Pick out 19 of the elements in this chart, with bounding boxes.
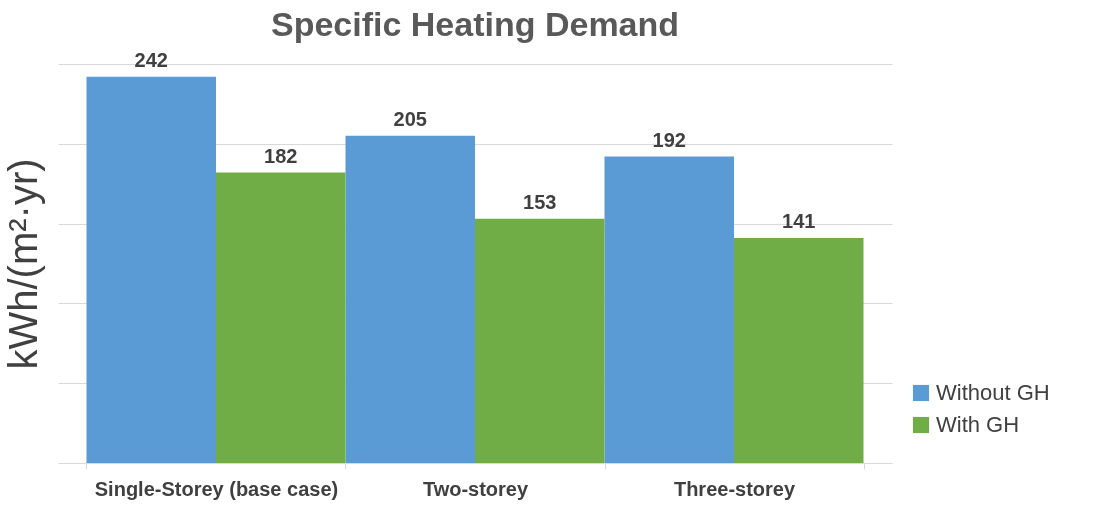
bar <box>345 135 475 463</box>
chart-title: Specific Heating Demand <box>270 4 680 43</box>
data-label: 153 <box>523 190 557 213</box>
legend-label: With GH <box>936 412 1020 437</box>
legend-label: Without GH <box>936 380 1050 405</box>
x-tick-label: Three-storey <box>673 477 796 500</box>
bar <box>475 218 605 463</box>
data-label: 141 <box>782 209 816 232</box>
data-label: 182 <box>264 144 298 167</box>
bar <box>215 172 346 463</box>
bar <box>604 156 735 463</box>
x-tick-label: Single-Storey (base case) <box>94 477 339 500</box>
y-axis-title: kWh/(m²·yr) <box>0 158 45 370</box>
x-tick-label: Two-storey <box>422 477 529 500</box>
bar <box>86 76 216 463</box>
data-label: 192 <box>652 128 686 151</box>
data-label: 205 <box>393 107 427 130</box>
bar <box>734 237 864 463</box>
data-label: 242 <box>134 48 168 71</box>
